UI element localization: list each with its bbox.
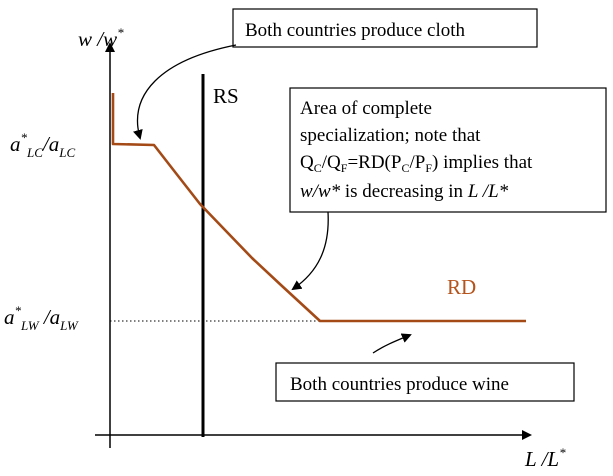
rd-label: RD — [447, 275, 476, 299]
y-axis-label: w /w* — [78, 25, 124, 51]
callout-spec-line3: QC/QF=RD(PC/PF) implies that — [300, 152, 533, 175]
callout-cloth-text: Both countries produce cloth — [245, 20, 466, 41]
callout-wine-text: Both countries produce wine — [290, 374, 509, 395]
rd-curve — [111, 93, 526, 323]
x-axis-label: L /L* — [524, 445, 566, 471]
callout-spec-line4: w/w* is decreasing in L /L* — [300, 181, 509, 202]
callout-spec-line1: Area of complete — [300, 98, 432, 119]
callout-wine-box — [275, 362, 575, 402]
callout-spec-line2: specialization; note that — [300, 125, 481, 146]
arrow-cloth — [133, 44, 237, 140]
callout-specialization-box — [289, 87, 607, 213]
tick-label-high: a*LC/aLC — [10, 130, 75, 160]
callout-cloth-box — [232, 8, 538, 48]
arrow-specialization — [291, 211, 329, 291]
rs-label: RS — [213, 84, 239, 108]
tick-label-low: a*LW /aLW — [4, 303, 79, 333]
arrow-wine — [372, 333, 412, 354]
